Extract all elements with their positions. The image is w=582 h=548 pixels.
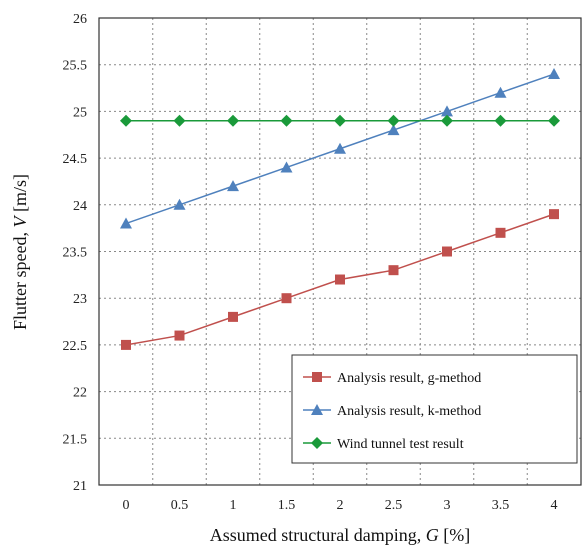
y-tick-label: 25.5 [63, 59, 88, 74]
legend-box [291, 354, 578, 464]
x-tick-label: 3 [444, 498, 451, 513]
data-point [121, 339, 131, 350]
y-tick-label: 21.5 [63, 432, 88, 447]
y-tick-label: 23.5 [63, 246, 88, 261]
y-tick-label: 23 [73, 292, 87, 307]
data-point [174, 330, 185, 341]
data-point [495, 227, 506, 238]
series-square [121, 209, 559, 350]
x-tick-label: 1 [230, 498, 237, 513]
data-point [388, 265, 399, 276]
y-tick-label: 26 [73, 12, 87, 27]
y-tick-label: 25 [73, 105, 87, 120]
data-point [334, 142, 346, 154]
data-point [335, 274, 345, 285]
data-point [173, 114, 186, 127]
legend: Analysis result, g-method Analysis result… [291, 354, 578, 464]
series-diamond [120, 114, 560, 127]
legend-label: Wind tunnel test result [337, 437, 464, 452]
data-point [494, 86, 507, 98]
y-tick-label: 24 [73, 199, 87, 214]
data-point [173, 198, 186, 210]
data-point [387, 124, 400, 136]
data-point [120, 114, 132, 127]
data-point [548, 114, 560, 127]
data-point [280, 114, 293, 127]
x-tick-label: 2 [337, 498, 344, 513]
x-tick-label: 3.5 [492, 498, 510, 513]
y-tick-label: 22 [73, 386, 87, 401]
y-tick-label: 24.5 [63, 152, 88, 167]
legend-marker [311, 404, 323, 415]
x-tick-labels: 0 0.5 1 1.5 2 2.5 3 3.5 4 [123, 498, 558, 513]
x-axis-title: Assumed structural damping, G [%] [210, 525, 470, 545]
data-point [334, 114, 346, 127]
data-point [441, 114, 453, 127]
data-point [227, 180, 239, 192]
series-group [120, 68, 560, 350]
data-point [120, 217, 132, 229]
y-tick-label: 22.5 [63, 339, 88, 354]
data-point [549, 209, 559, 220]
y-tick-label: 21 [73, 479, 87, 494]
legend-marker [312, 372, 322, 382]
legend-label: Analysis result, g-method [337, 371, 481, 386]
data-point [228, 311, 238, 322]
x-tick-label: 0.5 [171, 498, 189, 513]
data-point [281, 293, 292, 304]
y-tick-labels: 21 21.5 22 22.5 23 23.5 24 24.5 25 25.5 26 [63, 12, 88, 494]
data-point [227, 114, 239, 127]
legend-marker [311, 437, 323, 449]
x-tick-label: 0 [123, 498, 130, 513]
legend-label: Analysis result, k-method [337, 404, 481, 419]
data-point [442, 246, 452, 257]
data-point [280, 161, 293, 173]
y-axis-title: Flutter speed, V [m/s] [10, 174, 30, 330]
data-point [441, 105, 453, 117]
x-tick-label: 2.5 [385, 498, 403, 513]
series-triangle [120, 68, 560, 229]
x-tick-label: 4 [551, 498, 558, 513]
data-point [548, 68, 560, 80]
plot-area-frame [98, 17, 582, 486]
data-point [387, 114, 400, 127]
x-tick-label: 1.5 [278, 498, 296, 513]
data-point [494, 114, 507, 127]
